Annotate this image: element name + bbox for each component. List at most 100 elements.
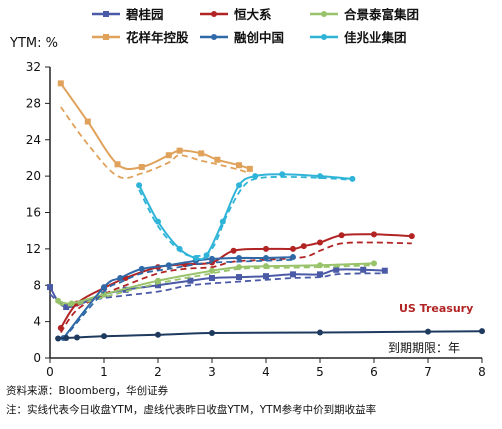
- data-point: [192, 254, 199, 261]
- source-footnote: 资料来源：Bloomberg，华创证券: [6, 385, 169, 397]
- legend-label: 花样年控股: [126, 30, 189, 45]
- data-point: [263, 254, 269, 261]
- legend-swatch-marker: [211, 11, 217, 17]
- data-point: [136, 182, 143, 189]
- data-point: [155, 218, 161, 225]
- data-point: [236, 254, 242, 261]
- y-tick-label: 12: [26, 242, 41, 256]
- data-point: [381, 267, 388, 274]
- data-point: [290, 245, 296, 252]
- data-point: [408, 233, 415, 240]
- data-point: [155, 277, 161, 284]
- data-point: [176, 245, 183, 252]
- series-3: [57, 80, 253, 179]
- y-tick-label: 8: [33, 278, 41, 292]
- legend-entry: 融创中国: [200, 30, 284, 45]
- data-point: [209, 267, 215, 274]
- data-point: [333, 266, 340, 273]
- data-point: [263, 245, 269, 252]
- data-point: [187, 277, 194, 284]
- series-line-today: [58, 330, 483, 340]
- data-point: [263, 273, 269, 280]
- data-point: [214, 156, 221, 163]
- data-point: [236, 182, 242, 189]
- legend-swatch-marker: [211, 34, 217, 40]
- data-point: [246, 165, 253, 172]
- series-layer: [47, 80, 485, 342]
- data-point: [263, 263, 269, 270]
- data-point: [317, 329, 323, 336]
- x-tick-label: 3: [208, 365, 216, 379]
- data-point: [236, 274, 242, 281]
- x-tick-label: 1: [100, 365, 108, 379]
- y-tick-label: 32: [26, 60, 41, 74]
- series-5: [136, 171, 356, 261]
- y-tick-label: 20: [26, 169, 41, 183]
- data-point: [425, 328, 431, 335]
- data-point: [479, 328, 485, 335]
- y-tick-label: 28: [26, 96, 41, 110]
- data-point: [230, 247, 237, 254]
- legend-swatch-marker: [321, 34, 327, 40]
- data-point: [155, 331, 161, 338]
- data-point: [371, 231, 377, 238]
- data-point: [117, 274, 124, 281]
- data-point: [68, 300, 75, 307]
- legend-entry: 碧桂园: [92, 7, 164, 22]
- data-point: [300, 243, 307, 250]
- legend-label: 合景泰富集团: [344, 7, 419, 22]
- us-treasury-annotation: US Treasury: [399, 302, 473, 315]
- x-tick-label: 5: [316, 365, 324, 379]
- series-6: [55, 328, 485, 342]
- data-point: [209, 274, 215, 281]
- data-point: [290, 271, 296, 278]
- line-style-footnote: 注：实线代表今日收盘YTM，虚线代表昨日收盘YTM，YTM参考中价到期收益率: [6, 404, 377, 416]
- data-point: [101, 333, 107, 340]
- x-tick-label: 0: [46, 365, 54, 379]
- data-point: [47, 284, 53, 291]
- data-point: [371, 260, 377, 267]
- data-point: [338, 232, 345, 239]
- data-point: [236, 264, 242, 271]
- data-point: [74, 334, 80, 341]
- series-line-today: [62, 256, 294, 339]
- data-point: [317, 271, 323, 278]
- x-tick-label: 8: [478, 365, 486, 379]
- data-point: [290, 254, 296, 261]
- legend-swatch-marker: [321, 11, 327, 17]
- data-point: [55, 297, 62, 304]
- series-line-yesterday: [60, 106, 251, 179]
- data-point: [252, 173, 259, 180]
- series-line-yesterday: [57, 264, 375, 307]
- y-axis-label: YTM: %: [9, 36, 58, 51]
- data-point: [114, 161, 121, 168]
- data-point: [63, 304, 70, 311]
- data-point: [317, 239, 323, 246]
- x-tick-label: 6: [370, 365, 378, 379]
- legend-label: 碧桂园: [125, 7, 164, 22]
- x-tick-label: 4: [262, 365, 270, 379]
- data-point: [57, 324, 64, 331]
- legend-entry: 花样年控股: [92, 30, 189, 45]
- legend-entry: 恒大系: [200, 7, 272, 22]
- series-line-today: [59, 82, 251, 171]
- x-axis-label: 到期期限：年: [388, 341, 460, 355]
- data-point: [165, 152, 172, 159]
- data-point: [219, 218, 226, 225]
- data-point: [122, 286, 129, 293]
- x-tick-label: 7: [424, 365, 432, 379]
- series-line-yesterday: [62, 258, 294, 340]
- data-point: [349, 175, 356, 182]
- data-point: [176, 147, 183, 154]
- data-point: [279, 171, 286, 178]
- data-point: [55, 335, 62, 342]
- data-point: [203, 252, 210, 259]
- data-point: [236, 162, 242, 169]
- legend-label: 恒大系: [234, 7, 272, 22]
- data-point: [209, 255, 215, 262]
- data-point: [165, 262, 172, 269]
- data-point: [198, 150, 205, 157]
